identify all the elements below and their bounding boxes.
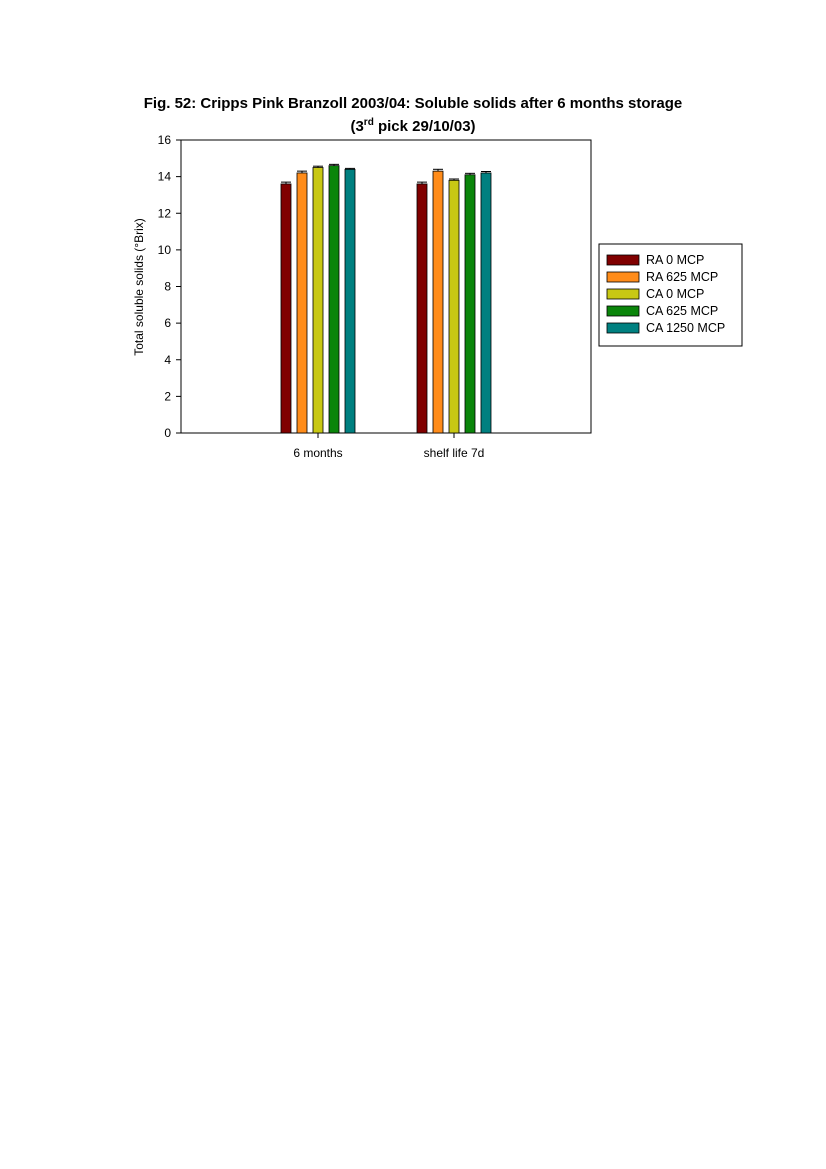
bars-group — [280, 163, 492, 434]
y-tick-label: 4 — [164, 353, 171, 367]
bar-1-2 — [448, 179, 460, 434]
plot-frame — [180, 139, 592, 434]
legend-swatch — [606, 305, 640, 317]
y-tick-label: 14 — [158, 170, 172, 184]
y-tick-label: 2 — [164, 389, 171, 403]
legend-swatch — [606, 322, 640, 334]
x-tick-label: shelf life 7d — [424, 446, 485, 460]
legend-swatch — [606, 271, 640, 283]
x-tick-label: 6 months — [293, 446, 342, 460]
bar-0-4 — [344, 168, 356, 434]
legend-label: CA 625 MCP — [646, 304, 718, 318]
legend-label: RA 0 MCP — [646, 253, 704, 267]
figure-title-line1: Fig. 52: Cripps Pink Branzoll 2003/04: S… — [143, 95, 683, 112]
legend-swatch — [606, 254, 640, 266]
y-tick-label: 16 — [158, 133, 172, 147]
bar-1-0 — [416, 183, 428, 434]
figure-title: Fig. 52: Cripps Pink Branzoll 2003/04: S… — [0, 94, 826, 136]
y-tick-label: 0 — [164, 426, 171, 440]
bar-0-2 — [312, 167, 324, 434]
legend-label: RA 625 MCP — [646, 270, 718, 284]
y-tick-label: 10 — [158, 243, 172, 257]
figure-title-line2: (3rd pick 29/10/03) — [350, 117, 476, 135]
bar-0-1 — [296, 172, 308, 434]
legend-label: CA 1250 MCP — [646, 321, 725, 335]
bar-1-1 — [432, 170, 444, 434]
bar-1-4 — [480, 172, 492, 434]
bar-0-0 — [280, 183, 292, 434]
y-axis: 0 2 4 6 8 10 12 14 16 — [158, 133, 181, 440]
bar-0-3 — [328, 165, 340, 434]
y-tick-label: 12 — [158, 206, 172, 220]
legend-label: CA 0 MCP — [646, 287, 704, 301]
bar-1-3 — [464, 174, 476, 434]
y-axis-title: Total soluble solids (°Brix) — [132, 218, 146, 356]
legend: RA 0 MCP RA 625 MCP CA 0 MCP CA 625 MCP CA 1… — [598, 243, 743, 347]
y-tick-label: 6 — [164, 316, 171, 330]
y-tick-label: 8 — [164, 280, 171, 294]
x-axis: 6 months shelf life 7d — [293, 433, 484, 460]
legend-swatch — [606, 288, 640, 300]
